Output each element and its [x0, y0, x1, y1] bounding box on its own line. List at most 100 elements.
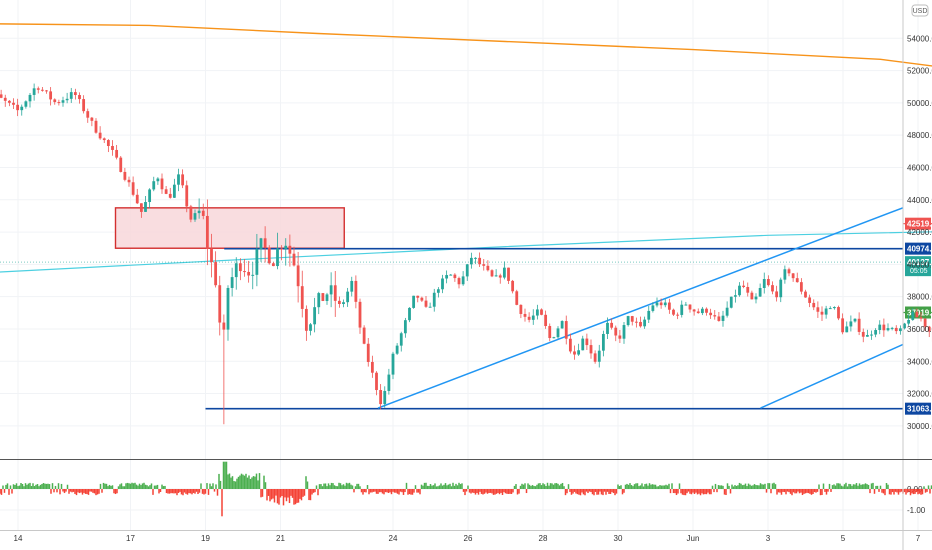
price-tick-label: 36000.00 [907, 325, 932, 334]
candle-body [643, 319, 647, 327]
candle-body [156, 178, 160, 182]
candle-body [296, 265, 300, 287]
candle-body [659, 302, 663, 306]
candle-body [667, 302, 671, 310]
time-tick-label: 7 [916, 534, 921, 543]
candle-body [144, 202, 147, 212]
candle-body [432, 292, 436, 307]
candle-body [738, 285, 741, 296]
candle-body [424, 300, 428, 307]
candle-body [775, 291, 779, 298]
candle-body [7, 100, 11, 103]
candle-body [490, 270, 494, 277]
candle-body [531, 315, 535, 320]
current-price-label: 40137.38 [907, 258, 932, 267]
candle-body [758, 288, 762, 297]
candle-body [469, 257, 473, 265]
candle-body [263, 238, 267, 248]
level-tag-label-resistance: 40974.06 [907, 245, 932, 254]
candle-body [0, 94, 3, 98]
horizontal-levels[interactable]: 31063.77 40974.06 42519.20 37019.03 40137.38… [0, 217, 932, 415]
candle-body [688, 304, 692, 310]
candle-body [412, 295, 416, 308]
candle-body [461, 276, 465, 285]
candle-body [69, 92, 73, 99]
candle-body [754, 296, 758, 300]
candle-body [119, 157, 123, 172]
candle-body [12, 102, 15, 105]
candle-body [828, 308, 832, 310]
candle-body [135, 194, 139, 204]
candle-body [98, 132, 102, 139]
candle-body [94, 120, 98, 133]
candle-body [57, 102, 61, 104]
price-tick-label: 38000.00 [907, 293, 932, 302]
candle-body [680, 304, 684, 315]
candle-body [923, 318, 927, 327]
candle-body [721, 315, 725, 321]
price-tick-label: 46000.00 [907, 163, 932, 172]
candle-body [102, 138, 106, 141]
candle-body [560, 321, 564, 329]
candle-body [552, 337, 556, 339]
candle-body [927, 326, 931, 332]
candle-body [548, 326, 552, 339]
candle-body [663, 302, 667, 306]
price-tick-label: 48000.00 [907, 131, 932, 140]
candle-body [280, 248, 284, 250]
candle-body [911, 311, 915, 320]
candle-body [857, 318, 861, 332]
candle-body [709, 312, 713, 316]
candle-body [267, 247, 271, 264]
candle-body [185, 185, 189, 207]
candle-body [647, 310, 651, 320]
price-tick-label: 50000.00 [907, 99, 932, 108]
candle-body [593, 353, 597, 362]
candle-body [511, 280, 515, 292]
channel-line-1[interactable] [377, 6, 932, 409]
candle-body [832, 307, 836, 309]
candle-body [49, 91, 53, 100]
candle-body [321, 293, 325, 301]
candle-body [630, 316, 634, 322]
candle-body [639, 321, 642, 327]
candle-body [292, 253, 296, 266]
candle-body [304, 308, 308, 331]
currency-badge[interactable]: USD [911, 4, 929, 17]
candle-body [284, 245, 288, 249]
candle-body [581, 338, 585, 351]
candle-body [502, 267, 506, 278]
candle-body [78, 95, 81, 100]
time-tick-label: 26 [464, 534, 473, 543]
candle-body [36, 88, 40, 90]
channel-line-2[interactable] [760, 95, 932, 409]
candle-body [131, 182, 135, 195]
candle-body [882, 324, 886, 331]
candle-body [577, 350, 581, 355]
candle-body [544, 314, 548, 327]
sma-cyan-line [0, 231, 932, 273]
candle-body [362, 327, 366, 344]
candle-body [32, 88, 36, 95]
candle-body [3, 97, 7, 101]
candle-body [16, 104, 20, 111]
candle-body [210, 248, 213, 263]
price-tick-label: 40000.00 [907, 260, 932, 269]
candle-body [420, 297, 424, 301]
drawings-rectangle[interactable] [114, 207, 345, 249]
candle-body [342, 302, 345, 305]
trend-channel[interactable] [377, 6, 932, 409]
candle-body [164, 189, 168, 194]
candle-body [127, 179, 131, 183]
candle-body [919, 317, 923, 319]
candle-body [375, 372, 378, 391]
current-price-tag [905, 256, 931, 277]
level-tag-label-green-level: 37019.03 [907, 309, 932, 318]
candle-body [808, 297, 812, 303]
level-tag-label-support: 31063.77 [907, 405, 932, 414]
candle-body [886, 328, 890, 331]
oscillator-pane: 0.00-1.00 [0, 461, 932, 517]
supply-zone-rectangle[interactable] [114, 207, 345, 249]
